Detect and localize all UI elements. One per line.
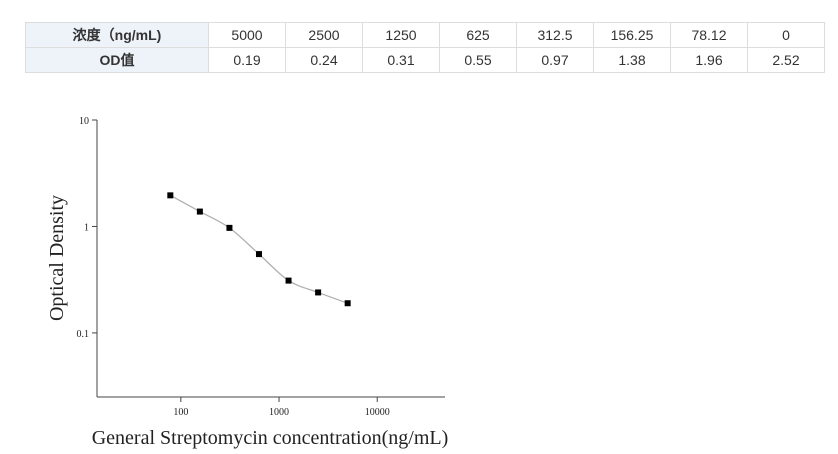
data-point — [196, 208, 203, 215]
table-cell: 5000 — [208, 22, 286, 48]
data-point — [226, 224, 233, 231]
table-cell: 625 — [439, 22, 517, 48]
row-header: 浓度（ng/mL) — [25, 22, 209, 48]
table-cell: 2.52 — [747, 47, 825, 73]
table-cell: 0.31 — [362, 47, 440, 73]
table-cell: 156.25 — [593, 22, 671, 48]
y-axis-label: Optical Density — [46, 195, 68, 321]
data-point — [344, 300, 351, 307]
data-point — [255, 251, 262, 258]
data-point — [285, 277, 292, 284]
table-cell: 0.19 — [208, 47, 286, 73]
data-point — [315, 289, 322, 296]
y-tick-label: 1 — [84, 222, 89, 233]
table-cell: 0.55 — [439, 47, 517, 73]
table-cell: 1.96 — [670, 47, 748, 73]
x-axis-label: General Streptomycin concentration(ng/mL… — [92, 427, 449, 449]
data-point — [167, 192, 174, 199]
y-tick-label: 0.1 — [77, 329, 90, 340]
table-cell: 0.97 — [516, 47, 594, 73]
x-tick-label: 100 — [173, 407, 188, 418]
table-cell: 312.5 — [516, 22, 594, 48]
row-header: OD值 — [25, 47, 209, 73]
table-cell: 2500 — [285, 22, 363, 48]
data-table: 浓度（ng/mL) 5000 2500 1250 625 312.5 156.25 78.12… — [25, 22, 825, 73]
y-tick-label: 10 — [79, 116, 89, 127]
table-row: 浓度（ng/mL) 5000 2500 1250 625 312.5 156.25 78.12… — [25, 22, 825, 48]
table-cell: 0 — [747, 22, 825, 48]
x-tick-label: 10000 — [365, 407, 390, 418]
x-tick-label: 1000 — [269, 407, 289, 418]
table-cell: 1.38 — [593, 47, 671, 73]
table-cell: 0.24 — [285, 47, 363, 73]
table-row: OD值 0.19 0.24 0.31 0.55 0.97 1.38 1.96 2.52 — [25, 47, 825, 73]
